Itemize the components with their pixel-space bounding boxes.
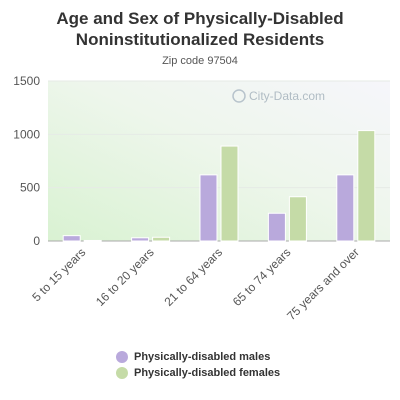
bar-females [152,236,171,242]
x-tick-label: 65 to 74 years [230,245,294,309]
legend-item-females: Physically-disabled females [116,366,280,380]
chart-title: Age and Sex of Physically-Disabled Nonin… [56,9,344,49]
y-tick-label: 0 [33,234,40,248]
x-tick-label: 75 years and over [284,245,362,323]
bar-females [83,239,102,242]
plot-area [48,81,390,241]
legend-swatch-males [116,351,128,363]
legend-label-males: Physically-disabled males [134,351,271,363]
x-tick-label: 16 to 20 years [93,245,157,309]
legend-item-males: Physically-disabled males [116,350,270,364]
bar-males [62,235,81,242]
bar-males [336,174,355,242]
bar-males [199,174,218,242]
bar-males [267,212,286,242]
watermark-text: City-Data.com [249,89,325,103]
bar-females [288,196,307,242]
legend-label-females: Physically-disabled females [134,367,281,379]
bar-males [131,237,150,242]
y-tick-label: 1000 [13,127,40,141]
y-tick-label: 1500 [13,74,40,88]
x-tick-label: 5 to 15 years [29,245,88,304]
watermark: City-Data.com [232,89,325,103]
chart-subtitle: Zip code 97504 [162,55,238,67]
bar-females [357,130,376,242]
y-tick-label: 500 [20,181,40,195]
x-tick-label: 21 to 64 years [161,245,225,309]
legend-swatch-females [116,367,128,379]
bar-females [220,145,239,242]
